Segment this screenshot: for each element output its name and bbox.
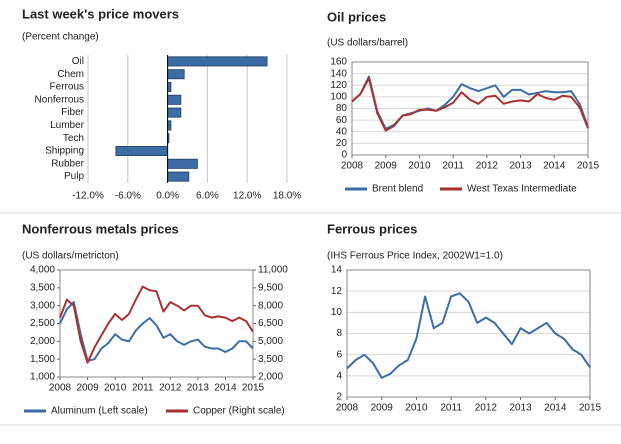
y2-tick-label: 2,000 xyxy=(258,372,283,383)
y-tick-label: 14 xyxy=(331,265,343,276)
x-tick-label: 2012 xyxy=(476,161,499,172)
x-tick-label: 12.0% xyxy=(233,191,261,202)
y-tick-label: 80 xyxy=(336,103,348,114)
bar xyxy=(167,158,198,169)
y2-tick-label: 8,000 xyxy=(258,300,283,311)
y-tick-label: 120 xyxy=(330,80,347,91)
category-label: Ferrous xyxy=(50,82,84,93)
y-tick-label: 4 xyxy=(336,370,342,381)
y-tick-label: 3,000 xyxy=(30,300,55,311)
y2-tick-label: 6,500 xyxy=(258,318,283,329)
y-tick-label: 6 xyxy=(336,349,342,360)
chart-subtitle: (US dollars/barrel) xyxy=(327,38,408,49)
bar xyxy=(115,145,169,157)
bar xyxy=(167,171,190,182)
plot-frame xyxy=(346,269,591,398)
x-tick-label: -12.0% xyxy=(72,191,104,202)
y-tick-label: 1,000 xyxy=(30,372,55,383)
chart-subtitle: (IHS Ferrous Price Index, 2002W1=1.0) xyxy=(327,251,503,262)
chart-subtitle: (US dollars/metricton) xyxy=(22,251,119,262)
y-tick-label: 140 xyxy=(330,68,347,79)
x-tick-label: 2012 xyxy=(159,383,182,394)
legend-label: West Texas Intermediate xyxy=(467,184,577,195)
x-tick-label: 2012 xyxy=(475,403,498,414)
y-tick-label: 20 xyxy=(336,138,348,149)
x-tick-label: 2014 xyxy=(544,403,567,414)
category-label: Rubber xyxy=(51,158,84,169)
x-tick-label: 2008 xyxy=(49,383,72,394)
y-tick-label: 160 xyxy=(330,57,347,68)
category-label: Shipping xyxy=(45,146,84,157)
x-tick-label: 2011 xyxy=(440,403,462,414)
x-tick-label: 2013 xyxy=(509,161,532,172)
x-tick-label: 2015 xyxy=(579,403,602,414)
x-tick-label: 2009 xyxy=(375,161,398,172)
category-label: Chem xyxy=(57,69,84,80)
y-tick-label: 60 xyxy=(336,115,348,126)
bar xyxy=(167,56,268,67)
x-tick-label: 2010 xyxy=(104,383,127,394)
data-line xyxy=(351,75,589,130)
y-tick-label: 3,500 xyxy=(30,282,55,293)
y2-tick-label: 11,000 xyxy=(258,265,288,276)
x-tick-label: 2011 xyxy=(442,161,464,172)
x-tick-label: 2010 xyxy=(405,403,428,414)
data-line xyxy=(59,301,254,362)
y-tick-label: 2,500 xyxy=(30,318,55,329)
y2-tick-label: 3,500 xyxy=(258,354,283,365)
chart-title: Nonferrous metals prices xyxy=(22,221,179,236)
chart-title: Ferrous prices xyxy=(327,221,417,236)
legend-label: Brent blend xyxy=(372,184,423,195)
plot-frame xyxy=(351,61,589,156)
y-tick-label: 4,000 xyxy=(30,265,55,276)
category-label: Fiber xyxy=(61,107,84,118)
x-tick-label: 18.0% xyxy=(273,191,301,202)
data-line xyxy=(59,285,254,364)
bar xyxy=(167,107,182,118)
bar xyxy=(167,69,185,80)
bar xyxy=(167,94,182,105)
x-tick-label: 2014 xyxy=(214,383,237,394)
chart-subtitle: (Percent change) xyxy=(22,32,99,43)
x-tick-label: 2009 xyxy=(76,383,99,394)
y-tick-label: 10 xyxy=(331,307,343,318)
y-tick-label: 2,000 xyxy=(30,336,55,347)
x-tick-label: 2013 xyxy=(187,383,210,394)
data-line xyxy=(351,77,589,132)
y-tick-label: 8 xyxy=(336,328,342,339)
y-tick-label: 100 xyxy=(330,92,347,103)
x-tick-label: 2008 xyxy=(341,161,364,172)
data-line xyxy=(346,292,591,379)
x-tick-label: 6.0% xyxy=(196,191,219,202)
chart-title: Oil prices xyxy=(327,9,386,24)
x-tick-label: 2010 xyxy=(408,161,431,172)
legend-label: Copper (Right scale) xyxy=(193,406,285,417)
y-tick-label: 12 xyxy=(331,286,343,297)
x-tick-label: 2009 xyxy=(371,403,394,414)
x-tick-label: 2011 xyxy=(132,383,154,394)
category-label: Pulp xyxy=(64,171,84,182)
y-tick-label: 2 xyxy=(336,392,342,403)
x-tick-label: 2014 xyxy=(543,161,566,172)
y2-tick-label: 5,000 xyxy=(258,336,283,347)
y-tick-label: 0 xyxy=(341,150,347,161)
x-tick-label: 2013 xyxy=(509,403,532,414)
category-label: Oil xyxy=(72,56,84,67)
y-tick-label: 40 xyxy=(336,126,348,137)
y2-tick-label: 9,500 xyxy=(258,282,283,293)
x-tick-label: 2015 xyxy=(577,161,600,172)
chart-title: Last week's price movers xyxy=(22,6,179,21)
category-label: Nonferrous xyxy=(35,94,84,105)
x-tick-label: 2008 xyxy=(336,403,359,414)
legend-label: Aluminum (Left scale) xyxy=(51,406,148,417)
category-label: Lumber xyxy=(50,120,85,131)
x-tick-label: 2015 xyxy=(242,383,265,394)
category-label: Tech xyxy=(63,133,84,144)
x-tick-label: -6.0% xyxy=(115,191,141,202)
x-tick-label: 0.0% xyxy=(156,191,179,202)
y-tick-label: 1,500 xyxy=(30,354,55,365)
